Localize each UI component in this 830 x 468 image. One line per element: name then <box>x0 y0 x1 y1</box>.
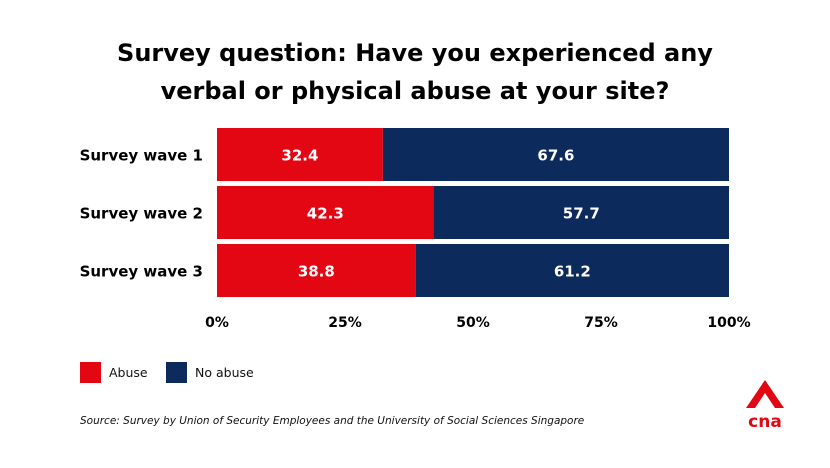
x-tick-label: 0% <box>205 315 229 331</box>
legend-item-abuse: Abuse <box>80 362 148 383</box>
data-label: 38.8 <box>298 263 335 281</box>
cna-logo-text: cna <box>748 412 782 430</box>
bar-abuse <box>217 128 383 181</box>
legend-label-abuse: Abuse <box>109 365 148 380</box>
cna-logo-icon: cna <box>746 380 784 430</box>
data-label: 57.7 <box>563 205 600 223</box>
data-label: 67.6 <box>537 147 574 165</box>
x-tick-label: 75% <box>584 315 618 331</box>
source-note: Source: Survey by Union of Security Empl… <box>80 415 585 427</box>
x-tick-label: 100% <box>707 315 750 331</box>
bar-no-abuse <box>382 128 729 181</box>
bar-abuse <box>217 244 416 297</box>
legend-swatch-abuse <box>80 362 101 383</box>
data-label: 61.2 <box>554 263 591 281</box>
bar-no-abuse <box>415 244 729 297</box>
chart-title-line-1: Survey question: Have you experienced an… <box>117 39 713 67</box>
stacked-bar-chart: Survey wave 1 32.4 67.6 Survey wave 2 42.3 57… <box>80 128 751 331</box>
bar-abuse <box>217 186 434 239</box>
x-tick-label: 50% <box>456 315 490 331</box>
category-label: Survey wave 2 <box>80 205 203 223</box>
data-label: 42.3 <box>307 205 344 223</box>
chart-title: Survey question: Have you experienced an… <box>0 34 830 110</box>
category-label: Survey wave 3 <box>80 263 203 281</box>
category-label: Survey wave 1 <box>80 147 203 165</box>
legend-item-no-abuse: No abuse <box>166 362 254 383</box>
legend-swatch-no-abuse <box>166 362 187 383</box>
cna-logo-triangle <box>746 380 784 408</box>
legend-label-no-abuse: No abuse <box>195 365 254 380</box>
x-tick-label: 25% <box>328 315 362 331</box>
bar-no-abuse <box>433 186 729 239</box>
chart-title-line-2: verbal or physical abuse at your site? <box>160 77 670 105</box>
data-label: 32.4 <box>281 147 318 165</box>
